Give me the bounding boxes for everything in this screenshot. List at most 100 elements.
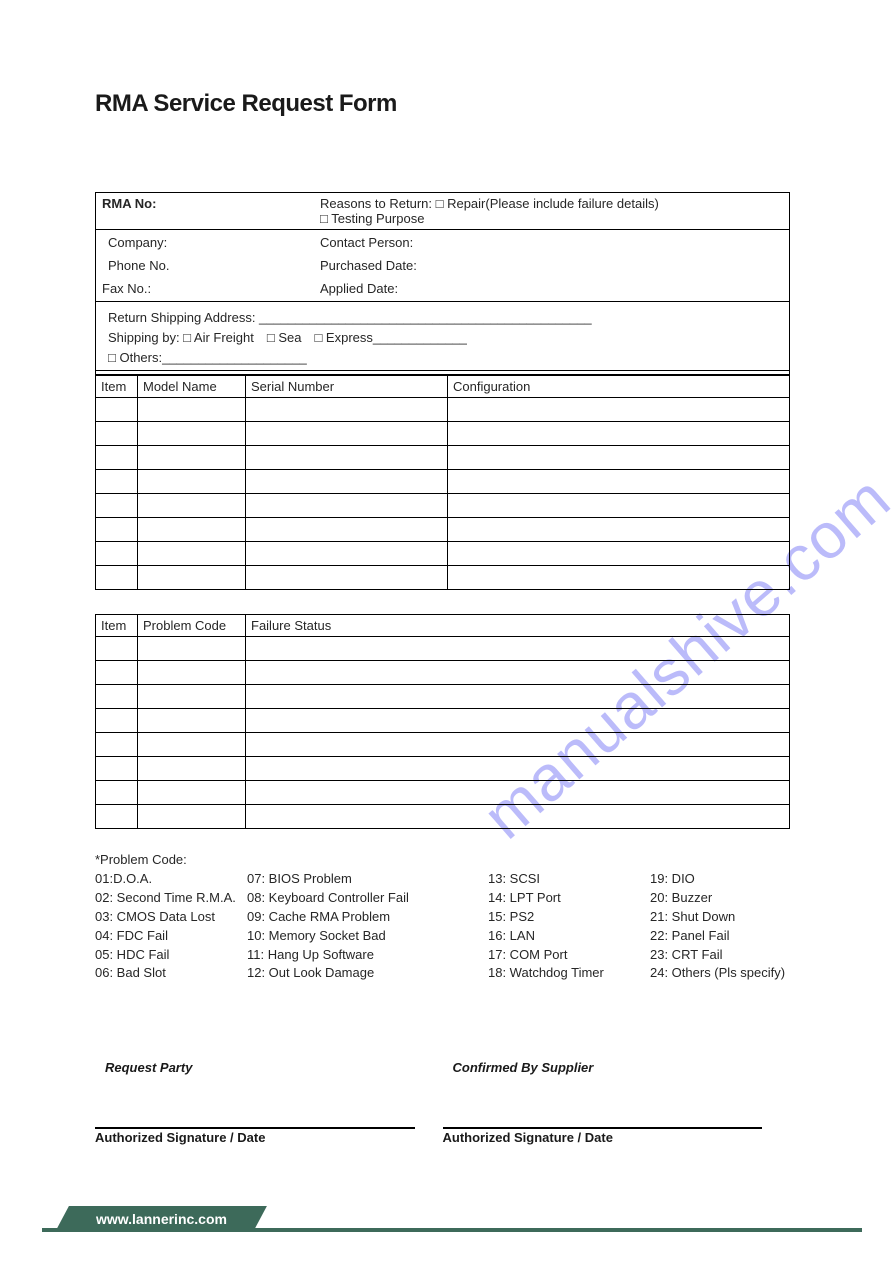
contact-right-col: Contact Person: Purchased Date: Applied … [314, 230, 789, 301]
problem-code-entry: 16: LAN [488, 927, 650, 946]
table-row [96, 398, 790, 422]
table-cell [96, 685, 138, 709]
table-cell [246, 805, 790, 829]
table-cell [96, 637, 138, 661]
applied-date-label: Applied Date: [320, 281, 783, 296]
request-party-title: Request Party [95, 1060, 443, 1075]
table-cell [448, 518, 790, 542]
table-cell [138, 566, 246, 590]
items-table: Item Model Name Serial Number Configurat… [95, 375, 790, 590]
table-cell [246, 398, 448, 422]
problem-codes-title: *Problem Code: [95, 851, 790, 870]
table-cell [96, 757, 138, 781]
problem-code-entry: 17: COM Port [488, 946, 650, 965]
problem-code-entry: 14: LPT Port [488, 889, 650, 908]
table-cell [96, 733, 138, 757]
table-cell [246, 566, 448, 590]
table-cell [138, 637, 246, 661]
table-cell [246, 685, 790, 709]
table-cell [448, 470, 790, 494]
table-cell [448, 446, 790, 470]
signature-right: Confirmed By Supplier Authorized Signatu… [443, 1060, 791, 1145]
header-shipping-block: Return Shipping Address: _______________… [96, 302, 789, 371]
table-cell [138, 781, 246, 805]
table-row [96, 542, 790, 566]
table-cell [96, 518, 138, 542]
table-row [96, 781, 790, 805]
table-row [96, 446, 790, 470]
table-cell [448, 566, 790, 590]
table-cell [96, 566, 138, 590]
table-cell [96, 470, 138, 494]
table-row [96, 566, 790, 590]
table-row [96, 518, 790, 542]
table-cell [138, 685, 246, 709]
col-item2: Item [96, 615, 138, 637]
table-cell [138, 494, 246, 518]
table-row [96, 637, 790, 661]
table-cell [246, 733, 790, 757]
table-cell [96, 805, 138, 829]
problem-code-entry: 19: DIO [650, 870, 790, 889]
problem-code-entry: 04: FDC Fail [95, 927, 247, 946]
table-cell [96, 446, 138, 470]
reasons-to-return: Reasons to Return: □ Repair(Please inclu… [314, 193, 789, 229]
table-row [96, 661, 790, 685]
table-cell [246, 470, 448, 494]
problem-code-entry: 10: Memory Socket Bad [247, 927, 488, 946]
table-cell [448, 542, 790, 566]
table-cell [96, 542, 138, 566]
table-cell [138, 757, 246, 781]
problem-codes-legend: *Problem Code: 01:D.O.A.02: Second Time … [95, 851, 790, 983]
problem-codes-col2: 07: BIOS Problem08: Keyboard Controller … [247, 870, 488, 983]
page-title: RMA Service Request Form [95, 90, 397, 118]
signature-line-right: Authorized Signature / Date [443, 1127, 763, 1145]
table-cell [246, 422, 448, 446]
table-cell [138, 446, 246, 470]
table-cell [96, 398, 138, 422]
table-cell [448, 494, 790, 518]
table-row [96, 685, 790, 709]
problem-code-entry: 08: Keyboard Controller Fail [247, 889, 488, 908]
problem-code-entry: 23: CRT Fail [650, 946, 790, 965]
problem-code-entry: 02: Second Time R.M.A. [95, 889, 247, 908]
problem-codes-col4: 19: DIO20: Buzzer21: Shut Down22: Panel … [650, 870, 790, 983]
col-code: Problem Code [138, 615, 246, 637]
table-cell [246, 446, 448, 470]
col-model: Model Name [138, 376, 246, 398]
return-address-label: Return Shipping Address: _______________… [108, 308, 783, 328]
table-cell [246, 494, 448, 518]
problem-code-entry: 24: Others (Pls specify) [650, 964, 790, 983]
problems-table-header: Item Problem Code Failure Status [96, 615, 790, 637]
contact-person-label: Contact Person: [320, 235, 783, 250]
problem-code-entry: 20: Buzzer [650, 889, 790, 908]
table-cell [448, 398, 790, 422]
shipping-others-label: □ Others:____________________ [108, 348, 783, 368]
problem-code-entry: 03: CMOS Data Lost [95, 908, 247, 927]
table-cell [246, 781, 790, 805]
table-cell [96, 709, 138, 733]
table-cell [246, 709, 790, 733]
header-row-contact: Company: Phone No. Fax No.: Contact Pers… [96, 230, 789, 302]
col-serial: Serial Number [246, 376, 448, 398]
problem-code-entry: 13: SCSI [488, 870, 650, 889]
table-cell [246, 542, 448, 566]
problem-codes-col3: 13: SCSI14: LPT Port15: PS216: LAN17: CO… [488, 870, 650, 983]
col-status: Failure Status [246, 615, 790, 637]
purchased-date-label: Purchased Date: [320, 258, 783, 273]
problem-code-entry: 15: PS2 [488, 908, 650, 927]
problem-code-entry: 07: BIOS Problem [247, 870, 488, 889]
reasons-line2: □ Testing Purpose [320, 211, 424, 226]
table-cell [138, 422, 246, 446]
shipping-by-label: Shipping by: □ Air Freight □ Sea □ Expre… [108, 328, 783, 348]
problem-code-entry: 18: Watchdog Timer [488, 964, 650, 983]
table-row [96, 470, 790, 494]
rma-no-label: RMA No: [96, 193, 314, 229]
table-row [96, 733, 790, 757]
table-cell [138, 709, 246, 733]
confirmed-by-supplier-title: Confirmed By Supplier [443, 1060, 791, 1075]
problem-code-entry: 11: Hang Up Software [247, 946, 488, 965]
table-cell [96, 661, 138, 685]
footer-underline [42, 1228, 862, 1232]
col-config: Configuration [448, 376, 790, 398]
